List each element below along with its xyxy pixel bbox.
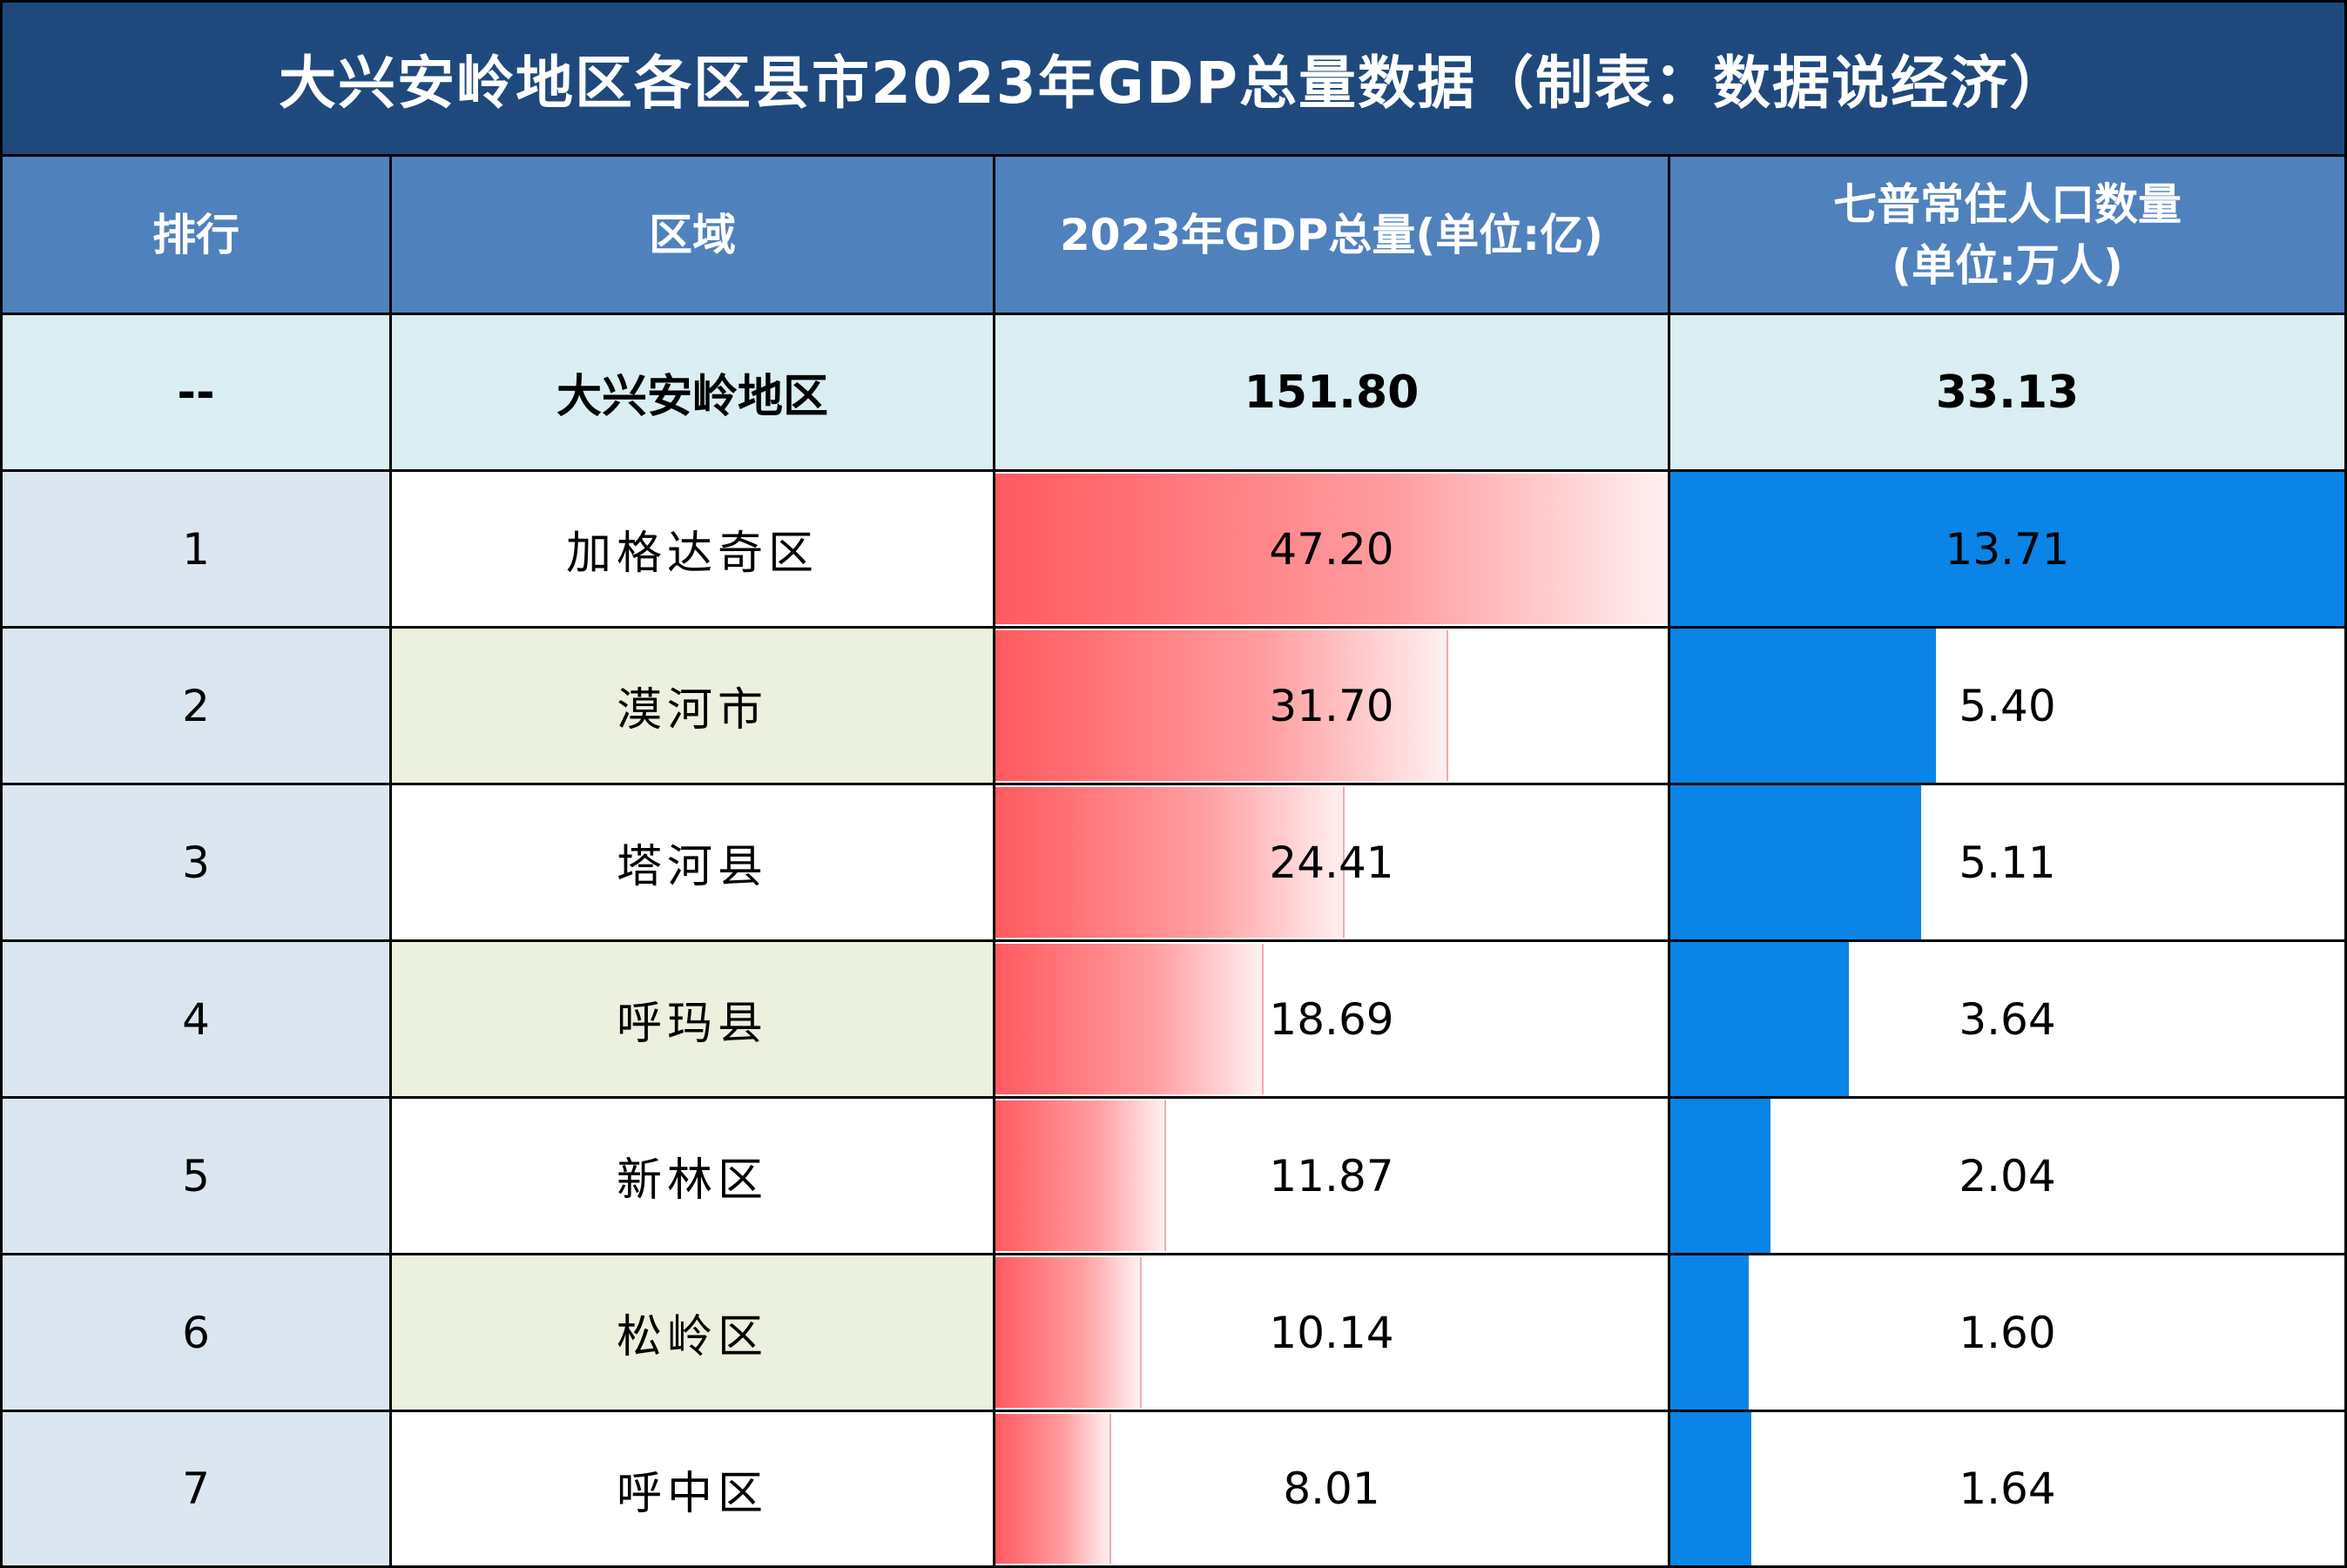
population-value-label: 1.60 bbox=[1959, 1307, 2056, 1358]
header-gdp: 2023年GDP总量(单位:亿) bbox=[995, 157, 1670, 315]
gdp-bar bbox=[995, 787, 1345, 938]
gdp-cell: 47.20 bbox=[995, 472, 1670, 629]
table-title: 大兴安岭地区各区县市2023年GDP总量数据（制表：数据说经济） bbox=[0, 0, 2347, 157]
gdp-value-label: 10.14 bbox=[1269, 1307, 1394, 1358]
gdp-value-label: 31.70 bbox=[1269, 680, 1394, 731]
header-population: 七普常住人口数量 (单位:万人) bbox=[1670, 157, 2347, 315]
region-cell: 松岭区 bbox=[392, 1255, 995, 1412]
population-value-label: 13.71 bbox=[1945, 523, 2070, 575]
header-region: 区域 bbox=[392, 157, 995, 315]
header-population-line2: (单位:万人) bbox=[1892, 239, 2123, 291]
region-cell: 加格达奇区 bbox=[392, 472, 995, 629]
gdp-value-label: 47.20 bbox=[1269, 523, 1394, 575]
gdp-value-label: 11.87 bbox=[1269, 1150, 1394, 1201]
population-value-label: 5.40 bbox=[1959, 680, 2056, 731]
population-cell: 5.11 bbox=[1670, 785, 2347, 942]
rank-cell: 5 bbox=[0, 1099, 392, 1255]
population-cell: 1.64 bbox=[1670, 1412, 2347, 1568]
gdp-cell: 8.01 bbox=[995, 1412, 1670, 1568]
population-value-label: 1.64 bbox=[1959, 1464, 2056, 1514]
region-cell: 漠河市 bbox=[392, 629, 995, 785]
region-cell: 呼玛县 bbox=[392, 942, 995, 1099]
population-bar bbox=[1670, 1255, 1750, 1410]
population-bar bbox=[1670, 942, 1850, 1096]
gdp-value-label: 18.69 bbox=[1269, 993, 1394, 1045]
population-cell: 13.71 bbox=[1670, 472, 2347, 629]
gdp-bar bbox=[995, 944, 1264, 1094]
region-cell: 新林区 bbox=[392, 1099, 995, 1255]
gdp-value-label: 24.41 bbox=[1269, 837, 1394, 888]
population-bar bbox=[1670, 1099, 1771, 1253]
population-cell: 5.40 bbox=[1670, 629, 2347, 785]
region-cell: 呼中区 bbox=[392, 1412, 995, 1568]
population-value-label: 2.04 bbox=[1959, 1150, 2056, 1201]
summary-gdp: 151.80 bbox=[995, 315, 1670, 472]
summary-rank: -- bbox=[0, 315, 392, 472]
summary-population: 33.13 bbox=[1670, 315, 2347, 472]
population-cell: 3.64 bbox=[1670, 942, 2347, 1099]
gdp-cell: 24.41 bbox=[995, 785, 1670, 942]
gdp-bar bbox=[995, 474, 1668, 624]
gdp-cell: 18.69 bbox=[995, 942, 1670, 1099]
rank-cell: 1 bbox=[0, 472, 392, 629]
gdp-bar bbox=[995, 1414, 1111, 1564]
population-bar bbox=[1670, 629, 1936, 783]
population-bar bbox=[1670, 1412, 1751, 1565]
header-rank: 排行 bbox=[0, 157, 392, 315]
region-cell: 塔河县 bbox=[392, 785, 995, 942]
summary-region: 大兴安岭地区 bbox=[392, 315, 995, 472]
gdp-bar bbox=[995, 1100, 1167, 1251]
gdp-bar bbox=[995, 630, 1449, 781]
population-value-label: 5.11 bbox=[1959, 837, 2056, 888]
rank-cell: 7 bbox=[0, 1412, 392, 1568]
rank-cell: 6 bbox=[0, 1255, 392, 1412]
gdp-bar bbox=[995, 1257, 1142, 1408]
rank-cell: 4 bbox=[0, 942, 392, 1099]
population-bar bbox=[1670, 472, 2344, 626]
gdp-cell: 11.87 bbox=[995, 1099, 1670, 1255]
gdp-value-label: 8.01 bbox=[1283, 1464, 1380, 1514]
rank-cell: 2 bbox=[0, 629, 392, 785]
population-value-label: 3.64 bbox=[1959, 993, 2056, 1045]
gdp-cell: 31.70 bbox=[995, 629, 1670, 785]
gdp-cell: 10.14 bbox=[995, 1255, 1670, 1412]
population-bar bbox=[1670, 785, 1922, 939]
population-cell: 1.60 bbox=[1670, 1255, 2347, 1412]
rank-cell: 3 bbox=[0, 785, 392, 942]
population-cell: 2.04 bbox=[1670, 1099, 2347, 1255]
header-population-line1: 七普常住人口数量 bbox=[1833, 178, 2182, 230]
